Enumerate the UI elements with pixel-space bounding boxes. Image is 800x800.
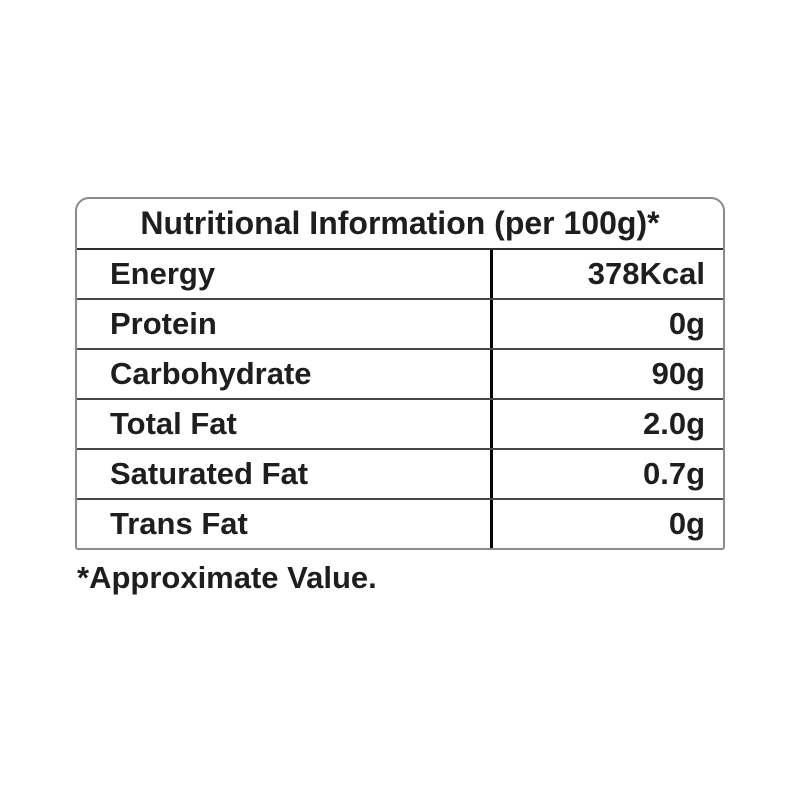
table-row: Carbohydrate 90g <box>77 350 723 400</box>
table-row: Saturated Fat 0.7g <box>77 450 723 500</box>
nutrient-label: Energy <box>110 256 216 291</box>
table-row: Total Fat 2.0g <box>77 400 723 450</box>
nutrient-value: 0g <box>490 500 723 548</box>
table-title: Nutritional Information (per 100g)* <box>77 199 723 250</box>
nutrient-label: Protein <box>110 306 217 341</box>
nutrient-value: 2.0g <box>490 400 723 448</box>
nutrition-facts-table: Nutritional Information (per 100g)* Ener… <box>75 197 725 550</box>
table-row: Trans Fat 0g <box>77 500 723 548</box>
nutrient-value: 0.7g <box>490 450 723 498</box>
table-row: Protein 0g <box>77 300 723 350</box>
nutrient-label: Trans Fat <box>110 506 248 541</box>
nutrient-label: Total Fat <box>110 406 237 441</box>
table-row: Energy 378Kcal <box>77 250 723 300</box>
nutrient-value: 0g <box>490 300 723 348</box>
nutrient-label: Saturated Fat <box>110 456 309 491</box>
nutrient-value: 90g <box>490 350 723 398</box>
nutrient-label: Carbohydrate <box>110 356 312 391</box>
nutrient-value: 378Kcal <box>490 250 723 298</box>
approximate-value-footnote: *Approximate Value. <box>77 560 377 595</box>
